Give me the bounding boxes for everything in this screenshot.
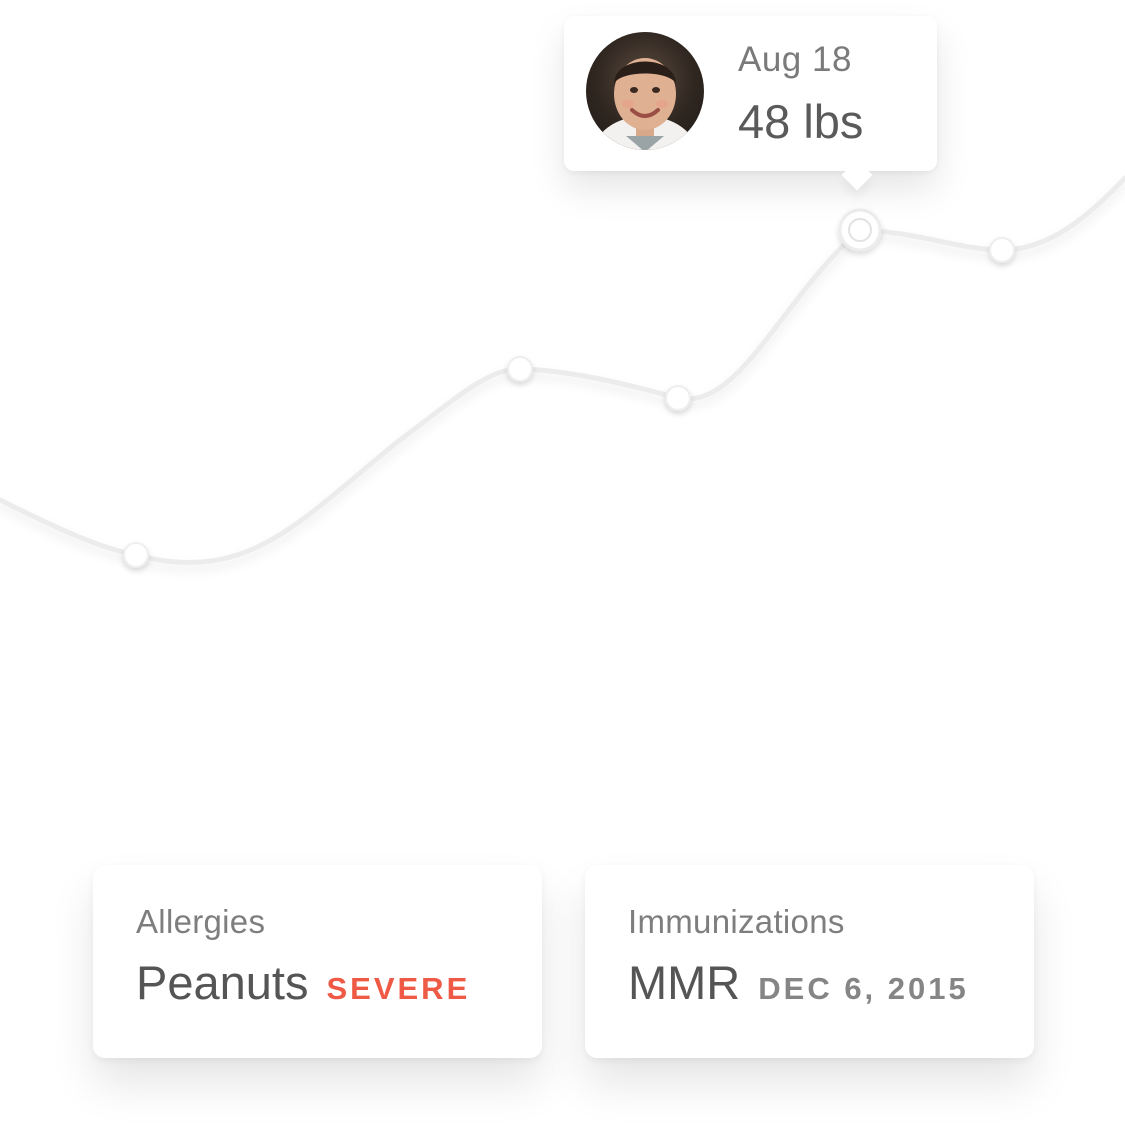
child-avatar[interactable] [586, 32, 704, 150]
tooltip-weight: 48 lbs [738, 95, 864, 148]
weight-tooltip: Aug 18 48 lbs [564, 16, 937, 191]
allergy-severity-badge: SEVERE [326, 971, 471, 1006]
weight-trend-line [0, 175, 1125, 565]
immunizations-row: MMR DEC 6, 2015 [628, 955, 969, 1010]
immunizations-card[interactable]: Immunizations MMR DEC 6, 2015 [585, 865, 1034, 1058]
allergies-title: Allergies [136, 903, 266, 940]
data-point[interactable] [507, 356, 533, 382]
data-point[interactable] [665, 385, 691, 411]
data-point[interactable] [989, 237, 1015, 263]
allergy-name: Peanuts [136, 956, 309, 1009]
immunization-date: DEC 6, 2015 [758, 971, 969, 1006]
immunizations-title: Immunizations [628, 903, 845, 940]
allergies-card[interactable]: Allergies Peanuts SEVERE [93, 865, 542, 1058]
selected-point[interactable] [848, 218, 872, 242]
tooltip-date: Aug 18 [738, 40, 852, 79]
data-point[interactable] [123, 542, 149, 568]
allergies-row: Peanuts SEVERE [136, 955, 470, 1010]
immunization-name: MMR [628, 956, 741, 1009]
avatar-portrait-icon [593, 58, 697, 150]
